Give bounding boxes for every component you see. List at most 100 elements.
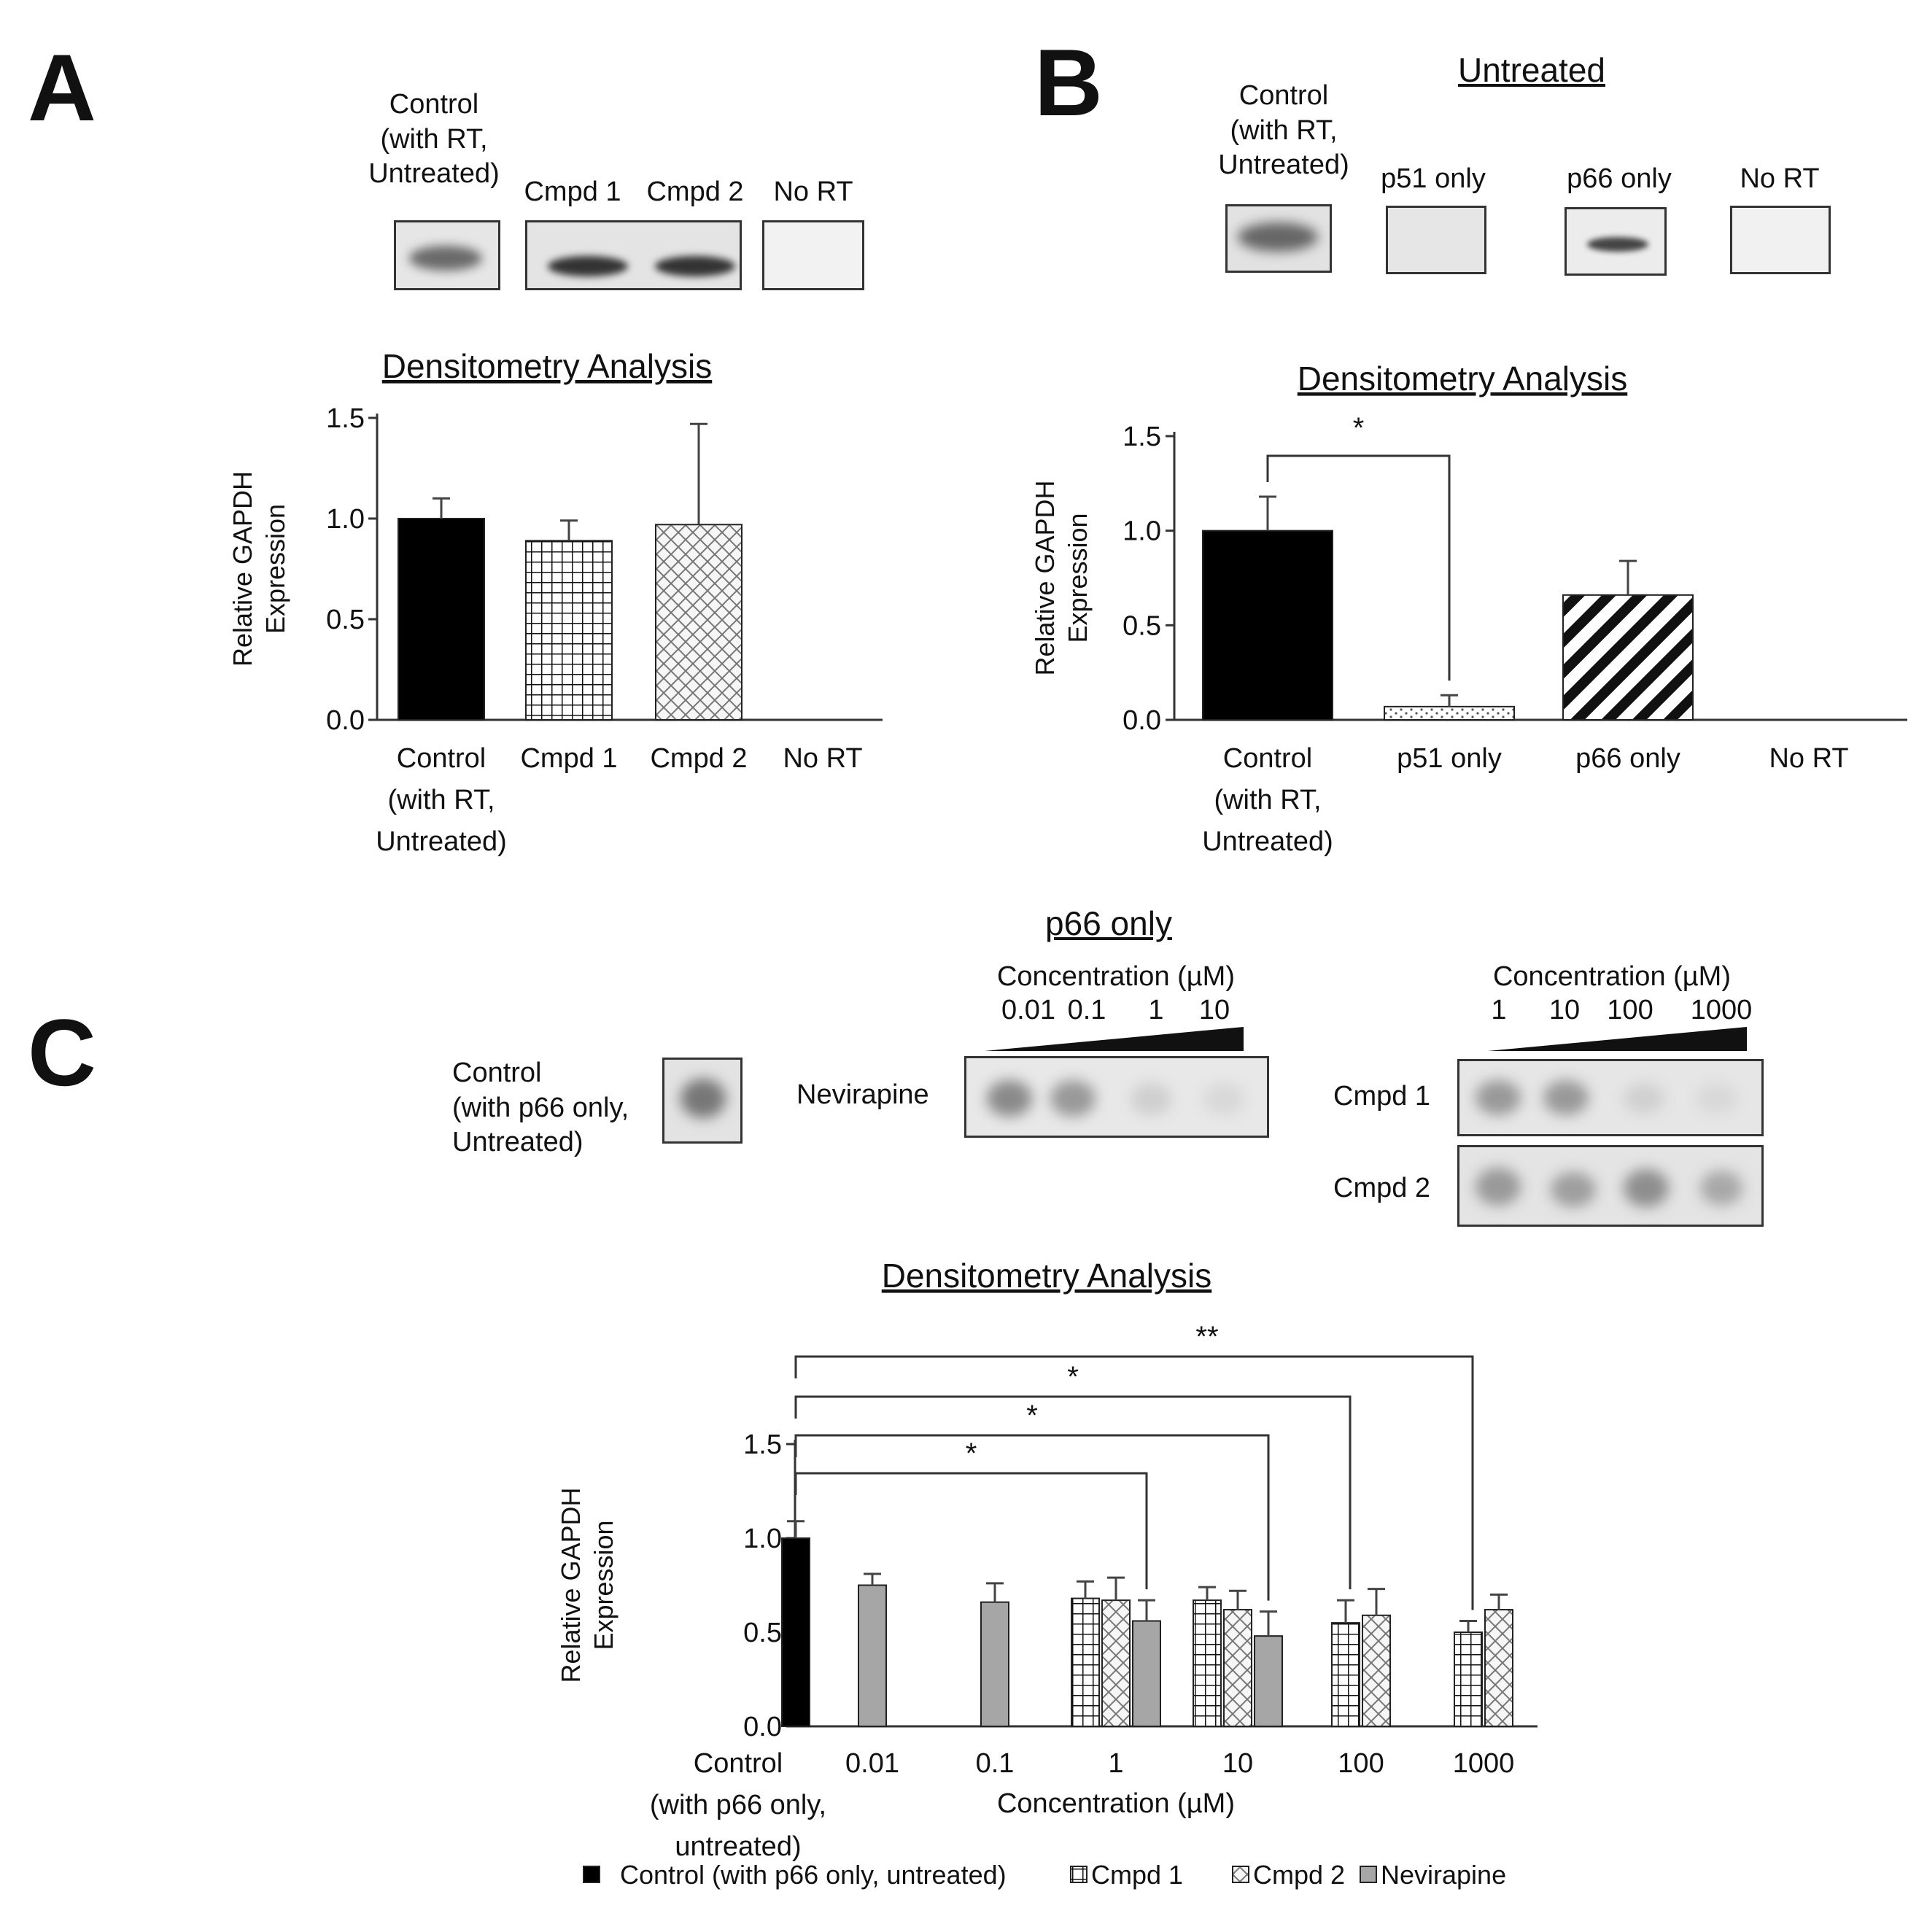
- conc-ramp-cmpd: [1488, 1027, 1747, 1051]
- chart-c-significance-label: *: [966, 1438, 977, 1470]
- blot-b-nort: [1730, 206, 1831, 274]
- blot-b-p66: [1565, 207, 1667, 276]
- conc-tick-cmpd-0: 1: [1491, 995, 1507, 1025]
- conc-tick-nev-3: 10: [1198, 995, 1230, 1025]
- chart-a-ytick-label: 0.5: [326, 605, 365, 635]
- chart-a-category-label: No RT: [783, 743, 862, 774]
- chart-c-significance-bracket: [794, 1434, 1270, 1601]
- chart-c-ytick-label: 0.5: [743, 1618, 782, 1648]
- chart-c-ylabel-1: Relative GAPDH: [556, 1487, 586, 1683]
- conc-tick-nev-1: 0.1: [1067, 995, 1106, 1025]
- chart-a-title: Densitometry Analysis: [382, 347, 713, 385]
- chart-b-category-label: (with RT,: [1214, 785, 1321, 815]
- chart-c-category-label: 0.01: [845, 1748, 899, 1779]
- blot-label-nevirapine: Nevirapine: [796, 1079, 929, 1110]
- blot-a-compounds: [525, 220, 742, 290]
- chart-c-significance-label: *: [1067, 1361, 1079, 1393]
- blot-a-control: [394, 220, 500, 290]
- chart-b-ylabel-1: Relative GAPDH: [1030, 480, 1060, 675]
- conc-tick-nev-2: 1: [1148, 995, 1164, 1025]
- blot-label-a-cmpd2: Cmpd 2: [646, 176, 744, 207]
- chart-b-ytick-label: 0.0: [1123, 705, 1161, 736]
- conc-label-cmpd: Concentration (µM): [1492, 961, 1731, 992]
- chart-c-legend-swatch: [583, 1866, 600, 1883]
- chart-b-ylabel-2: Expression: [1063, 513, 1093, 643]
- chart-b-ytick-label: 0.5: [1123, 610, 1161, 641]
- chart-c-category-label: 100: [1338, 1748, 1384, 1779]
- chart-c-bar: [1193, 1599, 1222, 1727]
- blot-label-a-nort: No RT: [773, 176, 853, 207]
- blot-a-nort: [762, 220, 864, 290]
- chart-c-bar: [1484, 1609, 1513, 1728]
- chart-c-ytick-label: 1.0: [743, 1524, 782, 1554]
- conc-tick-nev-0: 0.01: [1001, 995, 1055, 1025]
- chart-c-legend-label: Cmpd 1: [1091, 1860, 1183, 1890]
- chart-a-category-label: Control: [397, 743, 486, 774]
- blot-label-a-cmpd1: Cmpd 1: [524, 176, 621, 207]
- blot-label-b-p66: p66 only: [1567, 163, 1672, 194]
- chart-b-significance-label: *: [1353, 412, 1365, 444]
- chart-c-legend-label: Nevirapine: [1381, 1860, 1506, 1890]
- chart-c-bar: [1362, 1614, 1391, 1728]
- panel-label-b: B: [1034, 29, 1103, 136]
- chart-c-significance-bracket: [794, 1472, 1148, 1590]
- chart-c-legend-swatch: [1360, 1866, 1377, 1883]
- chart-c-category-label: Control: [694, 1748, 783, 1779]
- chart-a-ytick-label: 0.0: [326, 705, 365, 736]
- chart-c-bar: [1132, 1620, 1161, 1728]
- chart-c-significance-bracket: [794, 1395, 1352, 1590]
- chart-a-category-label: Cmpd 2: [650, 743, 747, 774]
- chart-c-xlabel: Concentration (µM): [997, 1788, 1235, 1819]
- chart-a-category-label: Cmpd 1: [520, 743, 617, 774]
- blot-c-control: [662, 1058, 743, 1144]
- chart-c-ylabel-2: Expression: [589, 1520, 619, 1650]
- chart-c-category-label: untreated): [675, 1831, 801, 1862]
- chart-c-category-label: 0.1: [976, 1748, 1015, 1779]
- blot-label-b-nort: No RT: [1740, 163, 1820, 194]
- blot-label-cmpd1: Cmpd 1: [1333, 1081, 1431, 1112]
- chart-c-ytick-label: 1.5: [743, 1429, 782, 1460]
- blot-b-p51: [1386, 206, 1486, 274]
- blot-b-control: [1225, 204, 1332, 273]
- panel-label-c: C: [28, 999, 96, 1106]
- chart-b-category-label: p51 only: [1397, 743, 1502, 774]
- chart-c-bar: [1454, 1632, 1483, 1727]
- chart-a-ylabel-2: Expression: [260, 504, 290, 634]
- chart-c-bar: [1101, 1599, 1131, 1727]
- chart-c-significance-bracket: [794, 1355, 1474, 1610]
- chart-b-title: Densitometry Analysis: [1298, 360, 1628, 397]
- chart-c-significance-label: *: [1026, 1400, 1038, 1432]
- blot-label-c-control: Control (with p66 only, Untreated): [452, 1058, 629, 1157]
- chart-b-ytick-label: 1.0: [1123, 516, 1161, 547]
- blot-label-a-control: Control (with RT, Untreated): [368, 89, 500, 189]
- chart-c-bar: [1254, 1635, 1283, 1727]
- panel-label-a: A: [28, 34, 96, 141]
- chart-c-significance-label: **: [1195, 1321, 1218, 1353]
- chart-c-bar: [980, 1601, 1009, 1727]
- chart-c-category-label: 10: [1222, 1748, 1253, 1779]
- chart-c-bar: [1071, 1597, 1100, 1728]
- chart-c-legend-swatch: [1232, 1866, 1249, 1883]
- chart-b-category-label: p66 only: [1575, 743, 1680, 774]
- chart-b-category-label: No RT: [1769, 743, 1848, 774]
- chart-b-ytick-label: 1.5: [1123, 422, 1161, 452]
- chart-c-legend-swatch: [1070, 1866, 1087, 1883]
- chart-a-ylabel-1: Relative GAPDH: [228, 471, 257, 667]
- conc-label-nevirapine: Concentration (µM): [996, 961, 1235, 992]
- blot-label-b-control: Control (with RT, Untreated): [1218, 80, 1349, 180]
- conc-tick-cmpd-2: 100: [1607, 995, 1653, 1025]
- chart-c-category-label: (with p66 only,: [650, 1790, 826, 1820]
- chart-c-title: Densitometry Analysis: [882, 1257, 1212, 1295]
- blot-c-cmpd2: [1457, 1145, 1764, 1227]
- conc-ramp-nevirapine: [985, 1027, 1244, 1051]
- blot-label-b-p51: p51 only: [1381, 163, 1486, 194]
- chart-c-bar: [781, 1537, 810, 1727]
- chart-a-ytick-label: 1.0: [326, 504, 365, 535]
- chart-c-category-label: 1000: [1453, 1748, 1515, 1779]
- chart-c-category-label: 1: [1108, 1748, 1123, 1779]
- blot-label-cmpd2: Cmpd 2: [1333, 1173, 1431, 1203]
- chart-c-ytick-label: 0.0: [743, 1712, 782, 1742]
- blot-header-untreated: Untreated: [1457, 51, 1605, 89]
- blot-c-nevirapine: [964, 1056, 1269, 1138]
